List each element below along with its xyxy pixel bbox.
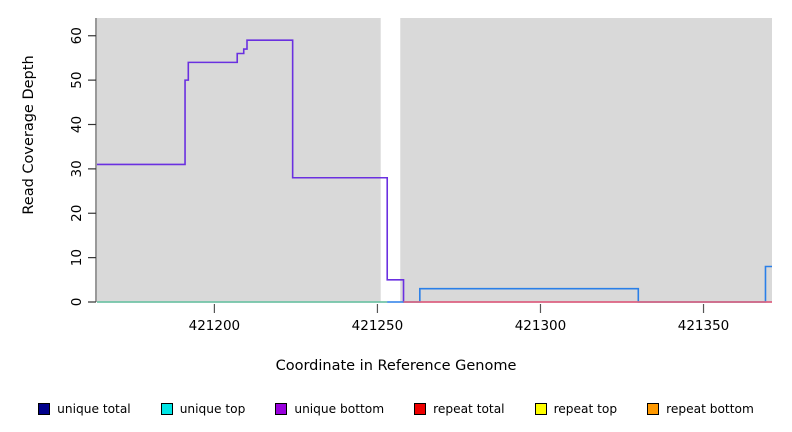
axis-tick-label: 421250 [352,318,404,330]
legend-swatch-icon [647,403,660,415]
axis-tick-label: 50 [69,72,85,89]
legend-item[interactable]: repeat bottom [647,402,754,416]
axis-tick-label: 30 [69,160,85,177]
chart-legend: unique total unique top unique bottom repea… [0,398,792,420]
x-axis-title: Coordinate in Reference Genome [275,358,517,374]
axis-tick-label: 421350 [678,318,730,330]
plot-area: 0 10 20 30 40 50 60 421200 421250 421300 421350 [69,18,772,330]
legend-swatch-icon [534,403,547,415]
shaded-band [97,18,381,302]
series-group [97,39,772,303]
axis-tick-label: 421200 [189,318,241,330]
axis-tick-label: 0 [69,298,85,307]
legend-item-label: unique total [57,402,131,416]
legend-item-label: repeat bottom [666,402,754,416]
shaded-band [400,18,772,302]
legend-item[interactable]: repeat total [414,402,505,416]
legend-swatch-icon [160,403,173,415]
legend-swatch-icon [275,403,288,415]
axis-tick-label: 20 [69,205,85,222]
axis-tick-label: 40 [69,116,85,133]
series-line [97,265,772,303]
legend-swatch-icon [414,403,427,415]
legend-item[interactable]: unique top [160,402,246,416]
legend-item-label: unique bottom [294,402,385,416]
axis-tick-label: 421300 [515,318,567,330]
legend-item[interactable]: unique bottom [275,402,384,416]
shaded-bands [97,18,772,302]
legend-item-label: repeat top [553,402,618,416]
axis-tick-label: 10 [69,249,85,266]
legend-item-label: repeat total [433,402,505,416]
legend-item[interactable]: repeat top [534,402,618,416]
legend-swatch-icon [38,403,51,415]
legend-item-label: unique top [179,402,246,416]
series-line [97,39,772,303]
axes-group: 0 10 20 30 40 50 60 421200 421250 421300 421350 [69,18,729,330]
legend-item[interactable]: unique total [38,402,131,416]
axis-tick-label: 60 [69,27,85,44]
